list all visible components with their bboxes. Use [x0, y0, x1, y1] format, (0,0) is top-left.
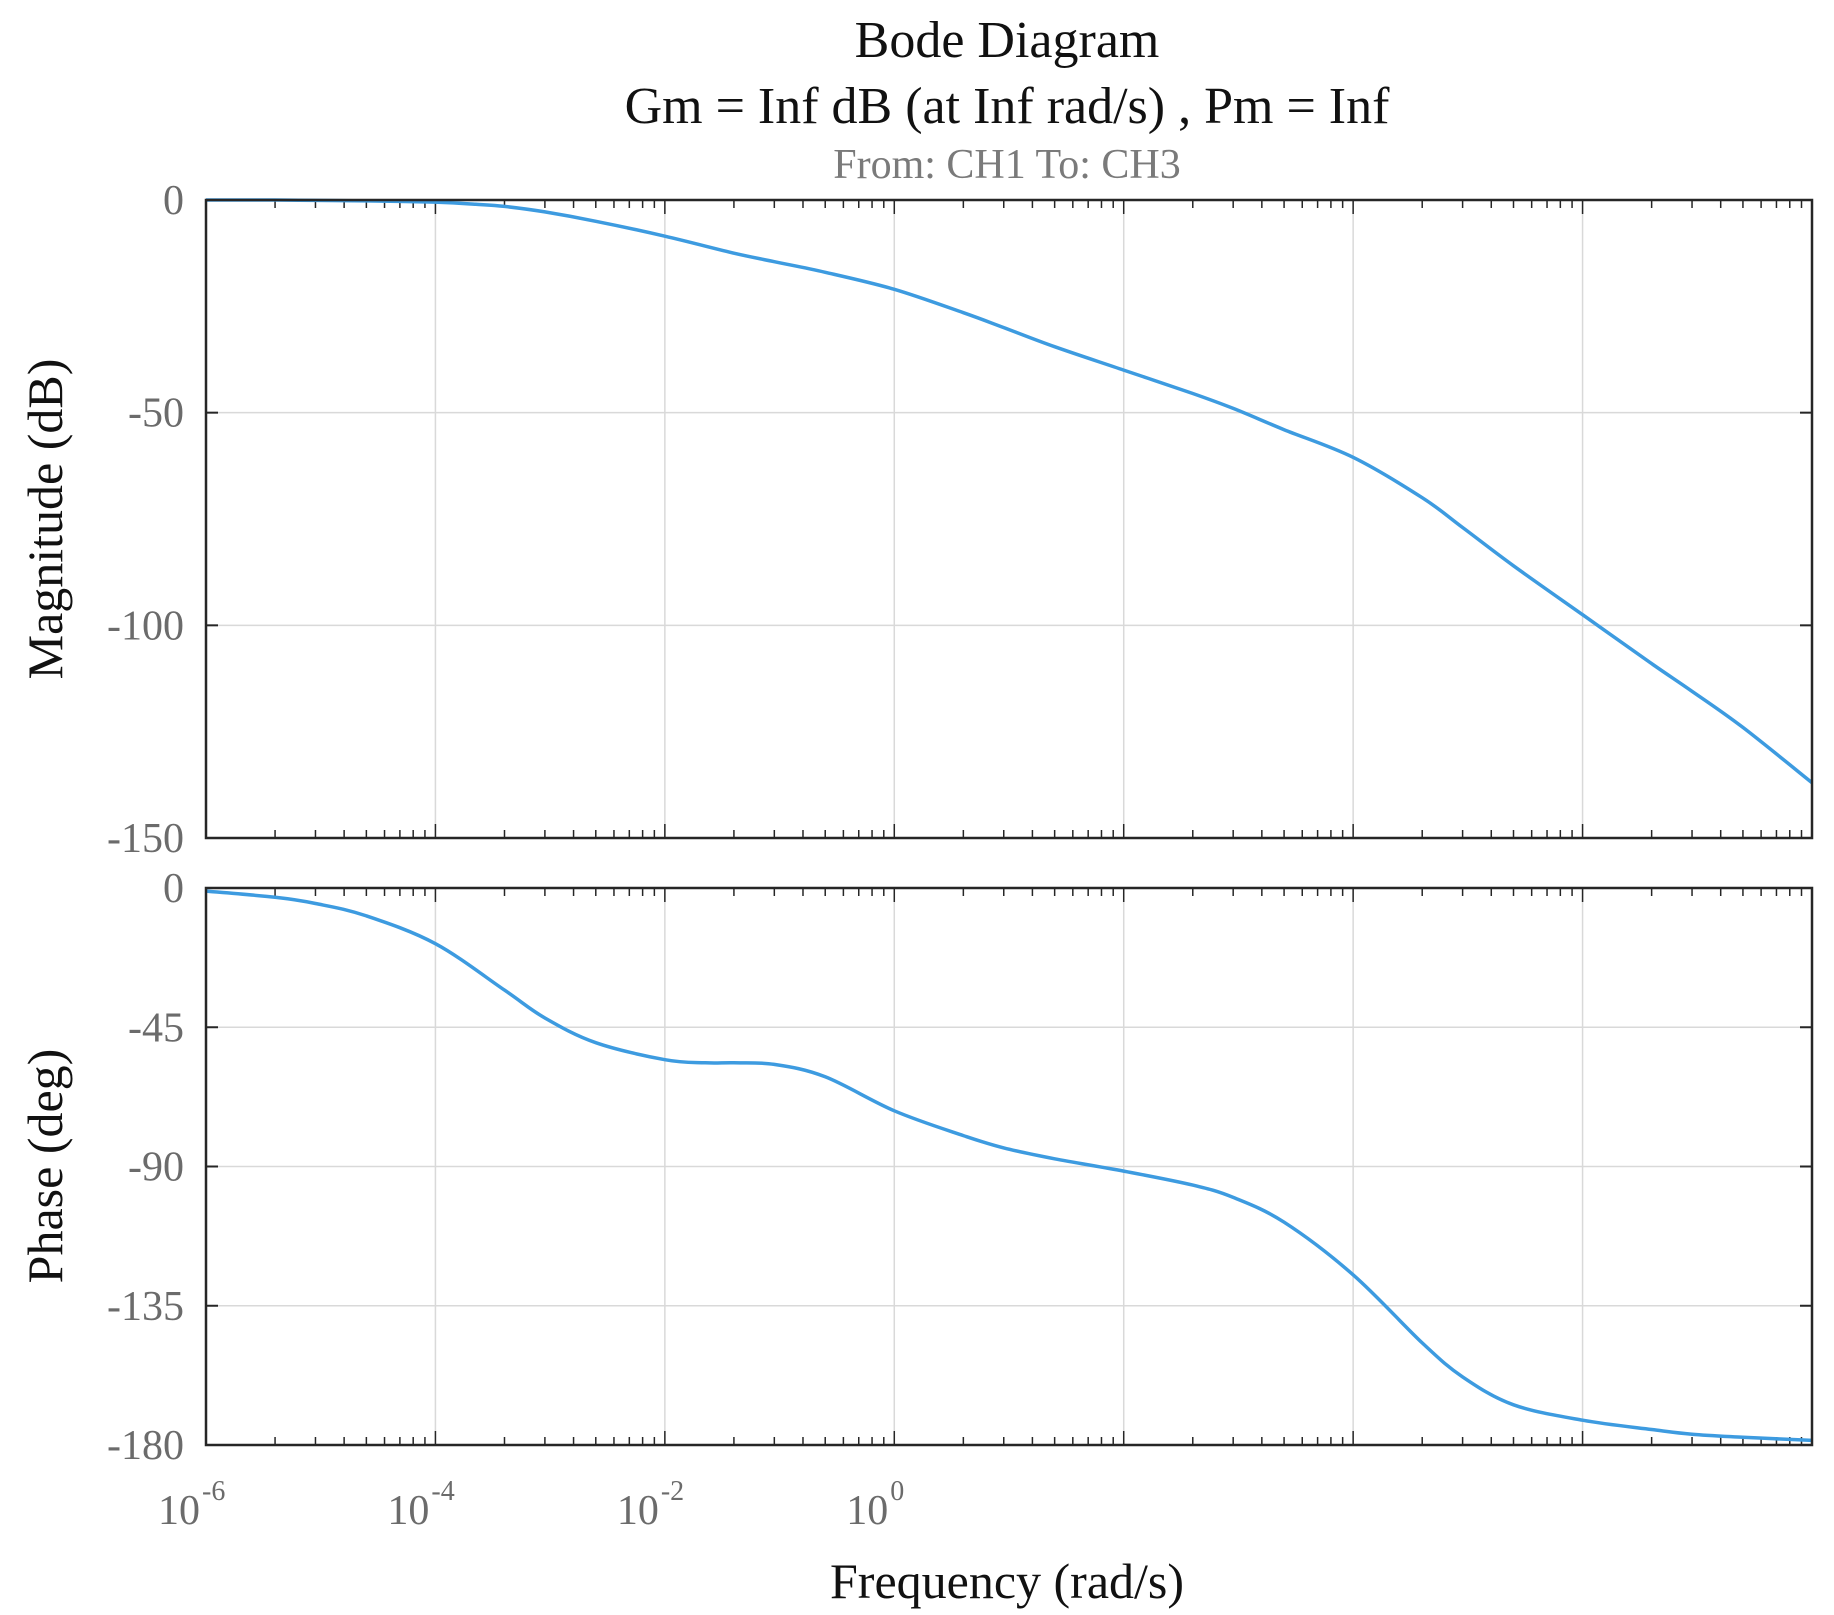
x-tick-base: 10 [158, 1488, 200, 1534]
x-tick-labels: 10 -6 10 -4 10 -2 10 0 [158, 1476, 904, 1534]
x-tick-label: 10 -4 [387, 1476, 454, 1534]
phase-plot-frame [204, 886, 1814, 1447]
x-tick-label: 10 -2 [617, 1476, 684, 1534]
chart-subtitle: Gm = Inf dB (at Inf rad/s) , Pm = Inf [625, 78, 1391, 135]
x-axis-label: Frequency (rad/s) [830, 1553, 1184, 1609]
x-tick-exponent: 0 [890, 1476, 904, 1507]
io-label: From: CH1 To: CH3 [833, 142, 1181, 188]
phase-y-tick-label: 0 [163, 866, 184, 912]
magnitude-y-tick-label: -50 [128, 391, 184, 437]
chart-title: Bode Diagram [855, 12, 1160, 69]
phase-y-axis-label: Phase (deg) [17, 1049, 73, 1284]
magnitude-y-tick-label: -150 [107, 816, 184, 862]
x-tick-exponent: -4 [431, 1476, 454, 1507]
phase-y-tick-label: -180 [107, 1423, 184, 1469]
magnitude-y-tick-label: 0 [163, 178, 184, 224]
phase-y-tick-label: -90 [128, 1145, 184, 1191]
magnitude-y-axis-label: Magnitude (dB) [17, 359, 73, 680]
phase-y-tick-labels: 0 -45 -90 -135 -180 [107, 866, 184, 1469]
x-tick-exponent: -6 [202, 1476, 225, 1507]
magnitude-y-tick-label: -100 [107, 603, 184, 649]
magnitude-plot-frame [204, 198, 1814, 840]
magnitude-grid [206, 200, 1812, 838]
x-tick-base: 10 [387, 1488, 429, 1534]
x-tick-exponent: -2 [661, 1476, 684, 1507]
phase-grid [206, 888, 1812, 1445]
phase-line [205, 889, 1813, 1443]
phase-y-tick-label: -45 [128, 1005, 184, 1051]
phase-minor-ticks [205, 887, 1812, 1446]
x-tick-base: 10 [617, 1488, 659, 1534]
magnitude-minor-ticks [205, 199, 1812, 839]
magnitude-y-tick-labels: 0 -50 -100 -150 [107, 178, 184, 862]
x-tick-base: 10 [846, 1488, 888, 1534]
magnitude-line [205, 198, 1814, 785]
x-tick-label: 10 -6 [158, 1476, 225, 1534]
x-tick-label: 10 0 [846, 1476, 904, 1534]
phase-y-tick-label: -135 [107, 1284, 184, 1330]
